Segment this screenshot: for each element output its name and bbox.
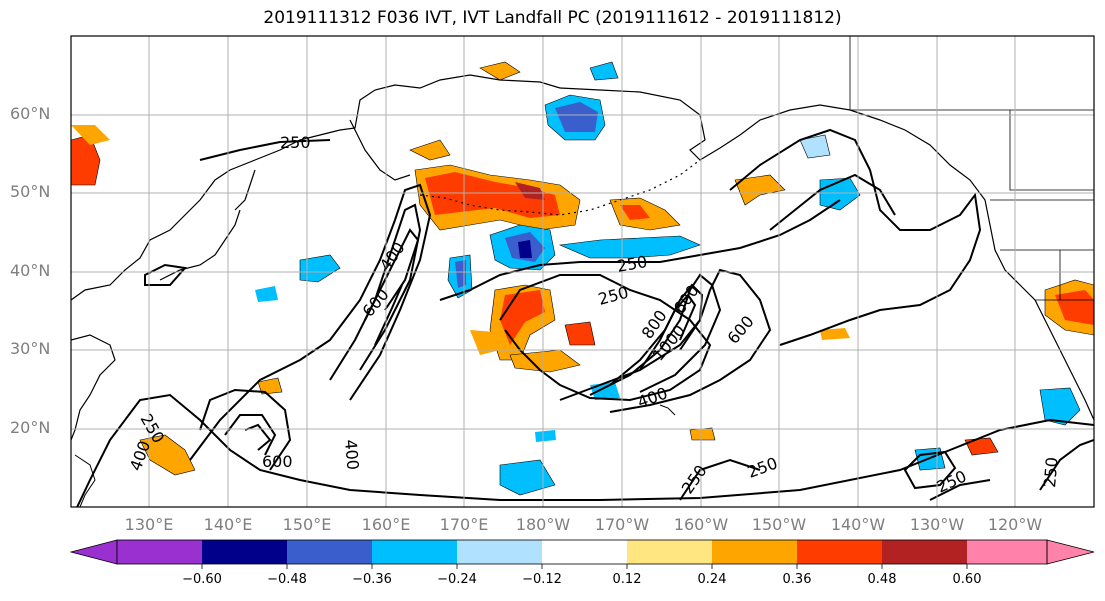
- map-title: 2019111312 F036 IVT, IVT Landfall PC (20…: [263, 8, 842, 28]
- negative-region-core: [555, 102, 598, 132]
- colorbar-extend-low: [69, 539, 118, 565]
- colorbar-segment: [882, 540, 967, 564]
- positive-region-core: [515, 182, 545, 200]
- lon-label-160e: 160°E: [361, 515, 411, 534]
- lon-label-120w: 120°W: [987, 515, 1043, 534]
- contour-label: 250: [280, 133, 311, 152]
- colorbar-tick-label: −0.60: [182, 572, 222, 587]
- contour-label: 250: [1040, 456, 1062, 488]
- gridlines: [71, 36, 1094, 507]
- positive-region: [257, 377, 283, 395]
- lon-label-130e: 130°E: [124, 515, 174, 534]
- negative-region: [255, 286, 278, 302]
- colorbar: [69, 539, 1095, 569]
- colorbar-tick-label: 0.12: [612, 572, 642, 587]
- contour-label: 400: [341, 439, 363, 471]
- positive-region: [689, 427, 716, 441]
- lon-label-170e: 170°E: [439, 515, 489, 534]
- colorbar-segment: [202, 540, 287, 564]
- colorbar-segment: [627, 540, 712, 564]
- positive-region: [71, 125, 110, 145]
- ivt-contours: [76, 128, 1094, 507]
- positive-region: [509, 349, 581, 373]
- lat-label-40n: 40°N: [10, 261, 51, 280]
- lon-label-170w: 170°W: [594, 515, 650, 534]
- positive-region-core: [425, 172, 560, 218]
- colorbar-tick-label: −0.24: [437, 572, 477, 587]
- coastlines: [71, 36, 1094, 507]
- lon-label-140w: 140°W: [830, 515, 886, 534]
- colorbar-segment: [712, 540, 797, 564]
- lat-label-60n: 60°N: [10, 104, 51, 123]
- lon-label-180w: 180°W: [515, 515, 571, 534]
- colorbar-extend-high: [1046, 539, 1095, 565]
- positive-region: [479, 61, 521, 81]
- positive-region: [564, 321, 596, 346]
- colorbar-segment: [457, 540, 542, 564]
- colorbar-tick-label: 0.24: [697, 572, 727, 587]
- lon-label-160w: 160°W: [673, 515, 729, 534]
- positive-region-core: [1055, 290, 1094, 325]
- positive-region: [470, 330, 500, 355]
- positive-region-core: [620, 205, 650, 220]
- colorbar-tick-label: −0.12: [522, 572, 562, 587]
- positive-region: [139, 434, 196, 476]
- colorbar-tick-label: 0.48: [867, 572, 897, 587]
- lon-label-140e: 140°E: [203, 515, 253, 534]
- colorbar-outline: [116, 539, 1048, 565]
- lon-label-150e: 150°E: [282, 515, 332, 534]
- negative-region: [589, 61, 619, 81]
- positive-region: [820, 328, 850, 340]
- negative-region: [299, 254, 341, 283]
- colorbar-segment: [287, 540, 372, 564]
- colorbar-tick-label: 0.60: [952, 572, 982, 587]
- colorbar-tick-label: 0.36: [782, 572, 812, 587]
- contour-label: 600: [262, 452, 293, 471]
- colorbar-segment: [542, 540, 627, 564]
- colorbar-segment: [372, 540, 457, 564]
- positive-region: [409, 139, 451, 161]
- negative-region: [535, 430, 556, 442]
- negative-region: [799, 134, 831, 159]
- lon-label-150w: 150°W: [751, 515, 807, 534]
- negative-region-core: [455, 260, 466, 288]
- colorbar-tick-label: −0.48: [267, 572, 307, 587]
- colorbar-segment: [117, 540, 202, 564]
- negative-region: [499, 459, 556, 496]
- lat-label-30n: 30°N: [10, 339, 51, 358]
- colorbar-tick-label: −0.36: [352, 572, 392, 587]
- colorbar-segment: [967, 540, 1047, 564]
- negative-region-core: [518, 240, 532, 258]
- map-frame: [70, 35, 1095, 508]
- lat-label-20n: 20°N: [10, 418, 51, 437]
- lon-label-130w: 130°W: [909, 515, 965, 534]
- negative-region: [558, 235, 701, 259]
- colorbar-segment: [797, 540, 882, 564]
- positive-region: [964, 437, 999, 456]
- negative-region: [1039, 387, 1081, 426]
- lat-label-50n: 50°N: [10, 182, 51, 201]
